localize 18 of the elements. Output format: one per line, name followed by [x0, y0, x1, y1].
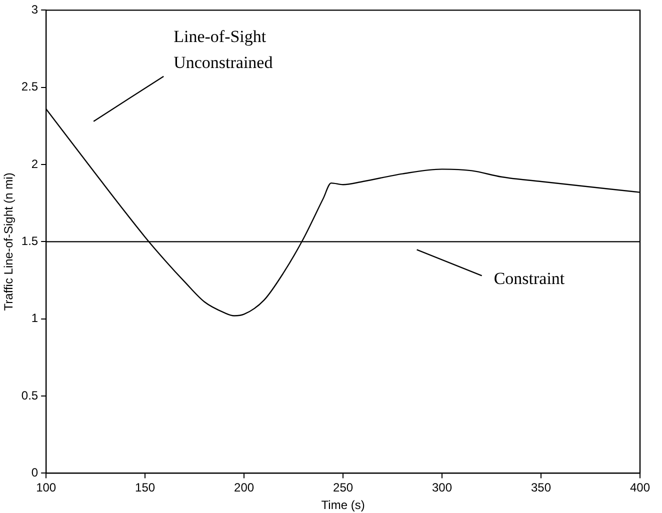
x-tick-label: 350	[531, 480, 552, 495]
x-axis-title: Time (s)	[321, 498, 365, 512]
y-tick-label: 0	[31, 466, 38, 480]
y-tick-label: 0.5	[21, 388, 38, 402]
y-tick-label: 1.5	[21, 234, 38, 248]
x-tick-label: 200	[234, 480, 254, 495]
ref-line-label: Constraint	[494, 269, 565, 288]
y-tick-label: 2	[31, 156, 38, 171]
x-tick-label: 250	[333, 480, 354, 495]
x-tick-label: 100	[36, 480, 56, 495]
y-axis-title: Traffic Line-of-Sight (n mi)	[2, 172, 16, 311]
annotation: Line-of-Sight Unconstrained	[174, 26, 274, 72]
x-tick-label: 300	[432, 480, 452, 495]
y-tick-label: 2.5	[21, 80, 38, 94]
x-tick-label: 150	[135, 480, 156, 495]
y-tick-label: 3	[31, 2, 38, 17]
x-tick-label: 400	[630, 480, 650, 495]
y-tick-label: 1	[31, 311, 38, 326]
